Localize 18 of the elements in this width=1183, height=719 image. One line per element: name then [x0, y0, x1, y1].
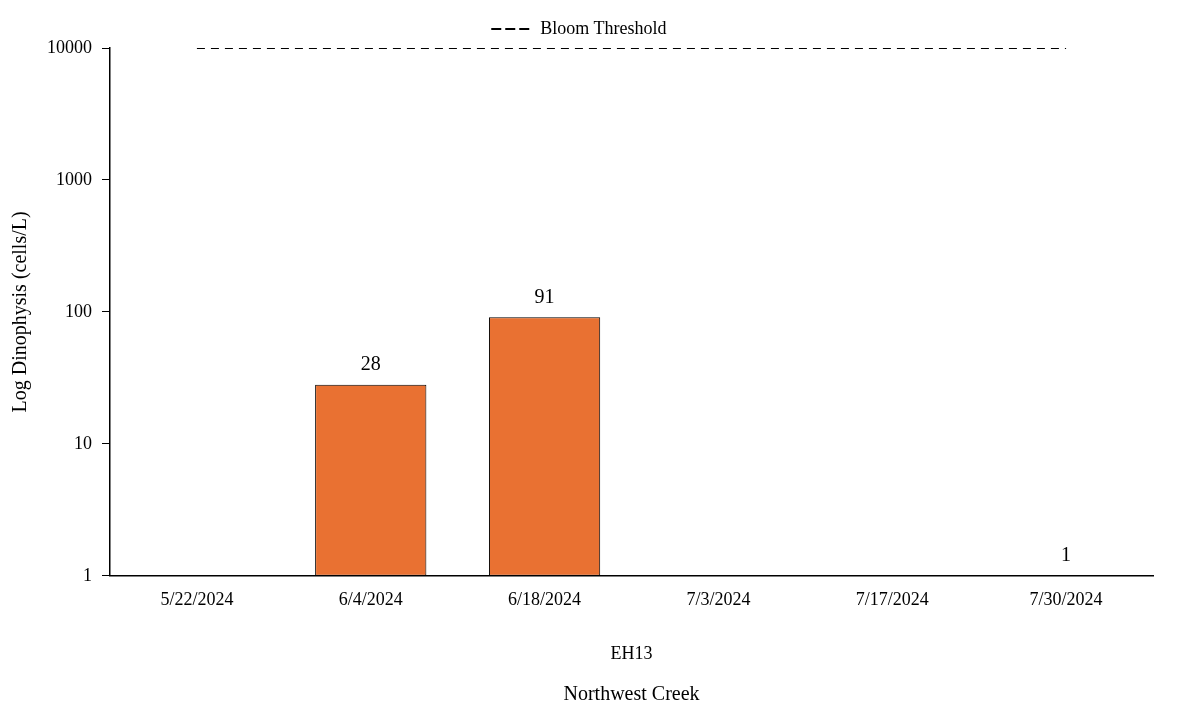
x-tick-label: 7/30/2024 — [1029, 589, 1103, 610]
y-axis-title: Log Dinophysis (cells/L) — [8, 211, 32, 413]
x-tick-label: 7/17/2024 — [855, 589, 929, 610]
x-tick-label: 6/4/2024 — [338, 589, 403, 610]
x-tick-label: 6/18/2024 — [508, 589, 582, 610]
x-tick-label: 7/3/2024 — [686, 589, 751, 610]
legend-label: Bloom Threshold — [540, 17, 667, 38]
data-label: 1 — [1061, 543, 1072, 566]
x-tick-label: 5/22/2024 — [160, 589, 234, 610]
y-tick-label: 10000 — [47, 36, 92, 57]
x-axis-title: EH13 — [610, 642, 653, 663]
text: Northwest Creek — [563, 682, 700, 705]
data-label: 91 — [534, 284, 555, 307]
y-tick-label: 100 — [65, 300, 92, 321]
y-tick-label: 1000 — [56, 168, 92, 189]
data-label: 28 — [360, 352, 381, 375]
y-tick-label: 10 — [74, 432, 92, 453]
y-tick-label: 1 — [83, 564, 92, 585]
